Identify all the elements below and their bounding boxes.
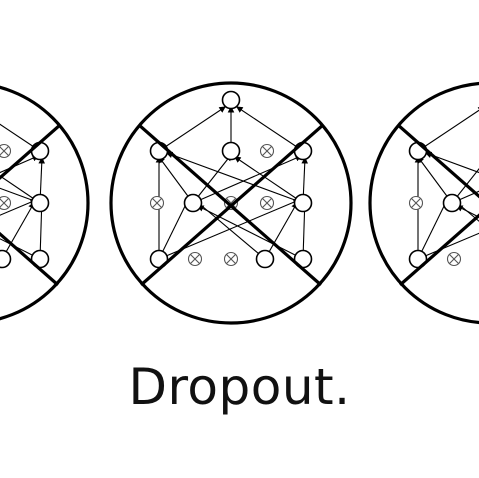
dropout-diagram-left xyxy=(0,83,88,323)
dropout-diagram-center xyxy=(111,83,351,323)
caption-title: Dropout. xyxy=(128,358,351,416)
dropout-diagram-right xyxy=(370,83,479,323)
